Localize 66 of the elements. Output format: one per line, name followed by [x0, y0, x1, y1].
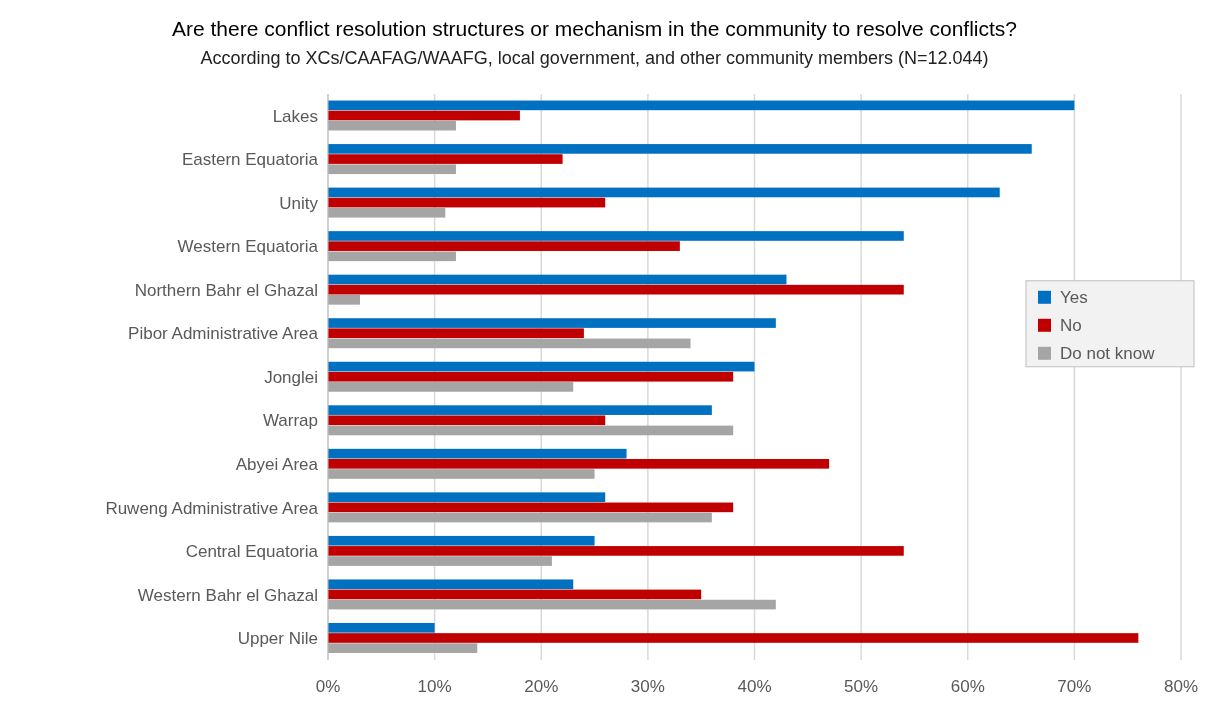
x-tick-label: 10% [417, 677, 452, 696]
y-tick-label: Western Bahr el Ghazal [137, 585, 318, 605]
bar [328, 633, 1139, 643]
bar [328, 643, 478, 653]
bar [328, 448, 627, 459]
bar [328, 328, 584, 339]
bar [328, 622, 435, 633]
chart-title: Are there conflict resolution structures or mechanism in the community to resolve conflicts? [171, 17, 1018, 40]
x-tick-label: 70% [1057, 677, 1092, 696]
x-tick-label: 60% [950, 677, 985, 696]
y-tick-label: Pibor Administrative Area [128, 324, 319, 344]
legend-label: Do not know [1060, 343, 1156, 363]
bar [328, 579, 574, 590]
y-tick-label: Abyei Area [235, 455, 319, 475]
bar [328, 371, 734, 382]
bar [328, 251, 456, 262]
legend-label: No [1060, 315, 1082, 335]
bar [328, 492, 606, 503]
bar [328, 382, 574, 392]
bar [328, 599, 776, 610]
y-tick-label: Jonglei [264, 367, 318, 387]
x-tick-label: 50% [844, 677, 879, 696]
bar [328, 144, 1032, 154]
y-tick-label: Unity [279, 193, 319, 213]
bar [328, 274, 787, 285]
x-tick-label: 40% [737, 677, 772, 696]
bar [328, 318, 776, 328]
y-tick-label: Western Equatoria [177, 237, 319, 257]
bar [328, 546, 904, 556]
x-tick-label: 20% [524, 677, 559, 696]
y-tick-label: Upper Nile [237, 629, 318, 649]
y-tick-label: Ruweng Administrative Area [105, 498, 319, 518]
bar [328, 459, 830, 469]
bar [328, 425, 734, 436]
legend-label: Yes [1060, 287, 1088, 307]
bar [328, 338, 691, 349]
y-tick-label: Northern Bahr el Ghazal [134, 280, 318, 300]
y-tick-label: Warrap [262, 411, 318, 431]
bar [328, 405, 712, 415]
bar [328, 241, 680, 251]
chart-subtitle: According to XCs/CAAFAG/WAAFG, local government, and other community members (N=12.044) [200, 48, 989, 68]
bar [328, 207, 446, 218]
x-tick-label: 0% [315, 677, 341, 696]
bar [328, 415, 606, 426]
bar [328, 284, 904, 295]
bar [328, 110, 520, 121]
bar [328, 120, 456, 131]
bar [328, 231, 904, 241]
bar [328, 164, 456, 175]
bar [328, 295, 360, 305]
y-tick-label: Central Equatoria [185, 542, 319, 562]
bar [328, 589, 702, 600]
bar [328, 512, 712, 523]
bar [328, 502, 734, 513]
bar [328, 469, 595, 479]
bar [328, 187, 1000, 198]
bar [328, 154, 563, 164]
bar [328, 535, 595, 546]
bar [328, 556, 552, 566]
y-tick-label: Eastern Equatoria [181, 150, 319, 170]
bar [328, 361, 755, 372]
bar [328, 197, 606, 208]
y-tick-label: Lakes [272, 106, 318, 126]
bar [328, 100, 1075, 111]
x-tick-label: 30% [630, 677, 665, 696]
x-tick-label: 80% [1163, 677, 1199, 696]
